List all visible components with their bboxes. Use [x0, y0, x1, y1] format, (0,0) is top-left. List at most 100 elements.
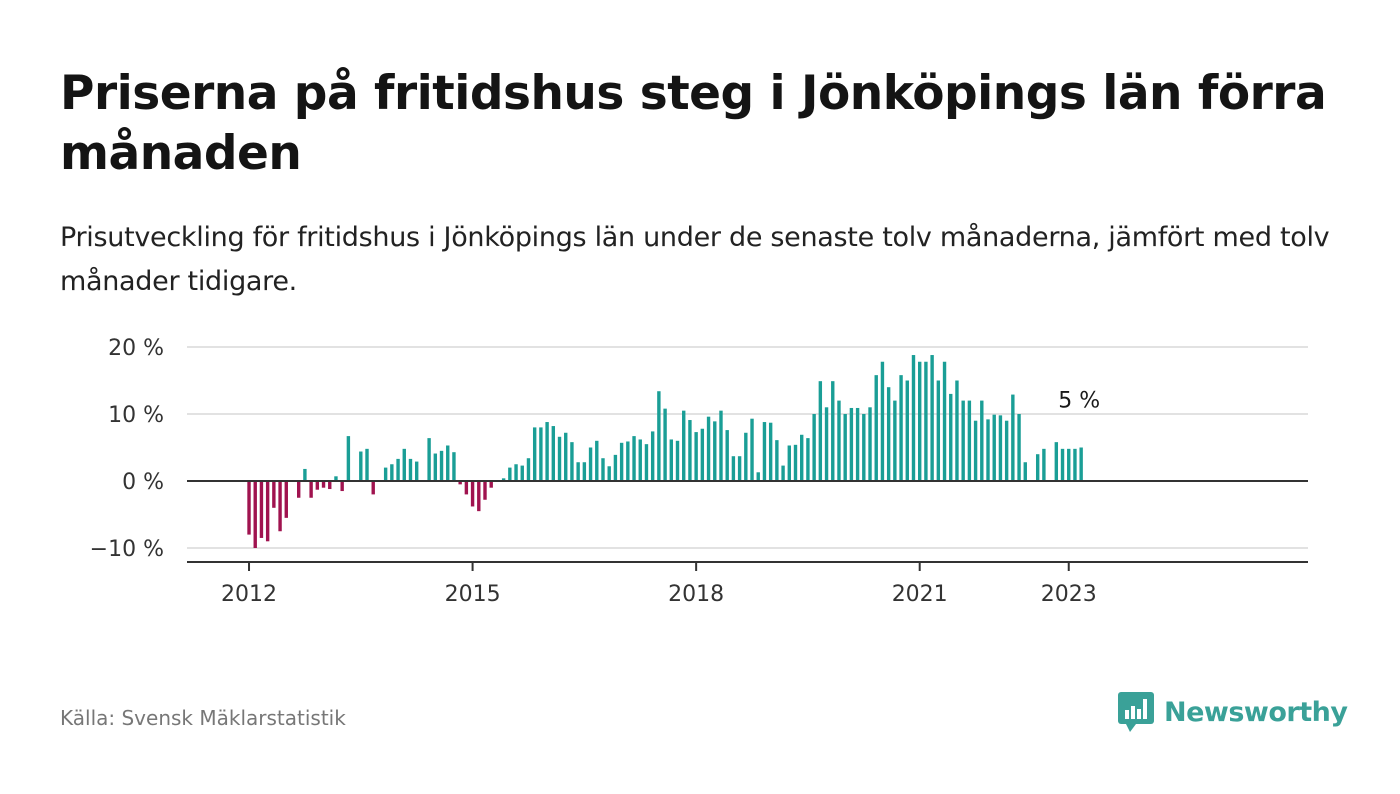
bar-positive — [1067, 448, 1071, 481]
bar-positive — [1073, 448, 1077, 481]
bar-positive — [545, 422, 549, 481]
bar-positive — [831, 381, 835, 481]
bar-positive — [607, 466, 611, 481]
bar-positive — [619, 442, 624, 481]
bar-positive — [837, 400, 841, 481]
bar-positive — [396, 458, 400, 481]
x-tick-label: 2012 — [221, 582, 277, 607]
bar-positive — [682, 410, 686, 481]
bar-positive — [750, 418, 754, 481]
bar-positive — [998, 415, 1003, 481]
bar-positive — [713, 421, 717, 481]
bar-positive — [868, 407, 872, 481]
newsworthy-chart-icon — [1118, 692, 1154, 732]
bar-positive — [334, 476, 338, 481]
bar-positive — [1079, 447, 1083, 481]
bar-positive — [539, 427, 543, 481]
y-tick-label: 10 % — [108, 403, 164, 428]
bar-positive — [924, 361, 928, 481]
bar-positive — [744, 432, 748, 481]
bar-positive — [564, 432, 568, 481]
bar-negative — [464, 481, 469, 495]
bar-negative — [253, 481, 257, 548]
bar-positive — [949, 393, 953, 481]
bar-positive — [1017, 414, 1021, 481]
bar-positive — [675, 440, 680, 481]
bar-positive — [824, 407, 829, 481]
bar-positive — [595, 440, 599, 481]
bar-positive — [303, 468, 307, 481]
bar-positive — [551, 426, 556, 481]
bar-positive — [930, 355, 934, 481]
bar-positive — [899, 375, 903, 481]
bar-positive — [936, 380, 941, 481]
bar-positive — [644, 444, 649, 481]
bar-positive — [973, 420, 978, 481]
labels: 5 % — [1058, 389, 1100, 414]
bar-negative — [371, 481, 375, 495]
bar-positive — [1023, 462, 1027, 481]
bar-positive — [855, 407, 860, 481]
bar-negative — [297, 481, 301, 498]
bar-positive — [775, 440, 779, 481]
bar-positive — [700, 428, 705, 481]
bar-positive — [986, 419, 990, 481]
bar-positive — [849, 407, 854, 481]
bar-positive — [800, 434, 804, 481]
bar-positive — [955, 380, 959, 481]
bar-positive — [893, 400, 897, 481]
bar-negative — [328, 481, 332, 490]
bar-positive — [725, 430, 729, 481]
bar-negative — [278, 481, 282, 532]
bar-positive — [688, 420, 692, 481]
bar-positive — [390, 464, 394, 481]
bar-positive — [781, 465, 785, 481]
bar-positive — [383, 467, 388, 481]
bar-positive — [793, 444, 798, 481]
bar-positive — [992, 414, 996, 481]
newsworthy-logo[interactable]: Newsworthy — [1118, 690, 1348, 734]
bar-positive — [408, 458, 413, 481]
bar-positive — [886, 387, 891, 481]
bar-positive — [1004, 420, 1009, 481]
bar-positive — [669, 439, 673, 481]
bar-positive — [526, 458, 531, 481]
bar-positive — [433, 453, 438, 481]
bar-positive — [650, 431, 655, 481]
bar-positive — [613, 454, 618, 481]
y-tick-label: 20 % — [108, 336, 164, 361]
bar-positive — [719, 410, 723, 481]
bar-positive — [812, 414, 816, 481]
bar-positive — [414, 461, 419, 481]
bar-negative — [247, 481, 251, 535]
bar-positive — [762, 422, 767, 481]
bar-positive — [632, 436, 636, 481]
bar-negative — [470, 481, 475, 507]
bar-negative — [489, 481, 493, 488]
bar-positive — [787, 445, 791, 481]
bar-negative — [340, 481, 344, 492]
bar-positive — [980, 400, 984, 481]
bar-positive — [1054, 442, 1059, 481]
bar-negative — [309, 481, 313, 498]
bar-positive — [737, 456, 742, 481]
bar-positive — [514, 464, 518, 481]
bar-positive — [961, 400, 965, 481]
bar-positive — [862, 414, 866, 481]
bar-positive — [365, 448, 369, 481]
chart-title: Priserna på fritidshus steg i Jönköpings… — [60, 66, 1327, 181]
gridlines — [187, 346, 1308, 549]
y-tick-label: −10 % — [90, 537, 164, 562]
bar-positive — [1035, 454, 1040, 481]
bar-positive — [427, 438, 431, 481]
source-note: Källa: Svensk Mäklarstatistik — [60, 706, 346, 730]
bar-positive — [663, 408, 667, 481]
y-tick-label: 0 % — [122, 470, 164, 495]
bar-positive — [626, 441, 630, 481]
bar-positive — [706, 416, 711, 481]
bar-negative — [284, 481, 288, 518]
bar-positive — [557, 436, 562, 481]
bar-negative — [272, 481, 276, 508]
bar-positive — [967, 400, 972, 481]
bar-positive — [843, 414, 847, 481]
